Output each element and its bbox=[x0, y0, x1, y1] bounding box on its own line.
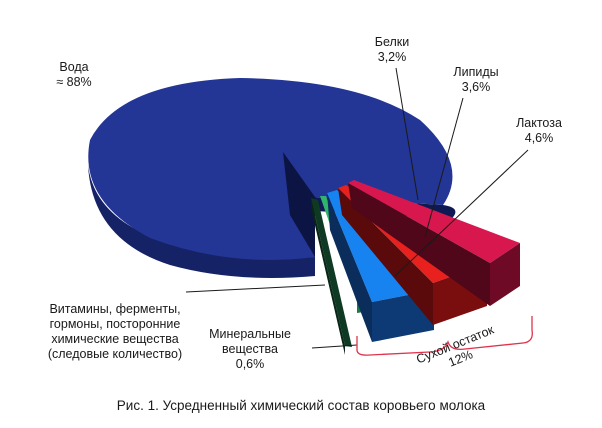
label-water-name: Вода bbox=[59, 60, 89, 74]
slice-vitamins-top bbox=[311, 198, 352, 347]
slice-proteins bbox=[348, 180, 520, 306]
label-water: Вода ≈ 88% bbox=[42, 60, 106, 90]
leader-lactose bbox=[394, 149, 529, 277]
slice-proteins-top bbox=[348, 180, 520, 263]
label-vitamins-line-1: Витамины, ферменты, bbox=[49, 302, 181, 316]
label-vitamins-line-2: гормоны, посторонние bbox=[49, 317, 181, 331]
label-water-value: ≈ 88% bbox=[56, 75, 92, 89]
label-proteins: Белки 3,2% bbox=[365, 35, 419, 65]
label-lipids-value: 3,6% bbox=[461, 80, 491, 94]
label-minerals-name-2: вещества bbox=[222, 342, 278, 356]
leader-minerals bbox=[311, 344, 358, 349]
slice-proteins-front bbox=[490, 243, 520, 306]
label-vitamins: Витамины, ферменты, гормоны, посторонние… bbox=[40, 302, 190, 362]
label-proteins-value: 3,2% bbox=[377, 50, 407, 64]
leader-vitamins bbox=[185, 284, 326, 293]
label-lactose-value: 4,6% bbox=[524, 131, 554, 145]
slice-vitamins bbox=[311, 198, 352, 355]
figure-caption: Рис. 1. Усредненный химический состав ко… bbox=[116, 398, 486, 413]
label-vitamins-line-3: химические вещества bbox=[51, 332, 179, 346]
slice-water-cut bbox=[283, 152, 315, 257]
label-lipids-name: Липиды bbox=[453, 65, 499, 79]
label-lipids: Липиды 3,6% bbox=[441, 65, 511, 95]
leader-proteins bbox=[395, 67, 419, 201]
dry-residue-bracket bbox=[356, 316, 533, 356]
label-lactose: Лактоза 4,6% bbox=[500, 116, 578, 146]
label-minerals-name-1: Минеральные bbox=[209, 327, 291, 341]
label-minerals: Минеральные вещества 0,6% bbox=[200, 327, 300, 372]
slice-water-top bbox=[88, 78, 453, 260]
label-vitamins-line-4: (следовые количество) bbox=[47, 347, 183, 361]
label-proteins-name: Белки bbox=[374, 35, 410, 49]
label-minerals-value: 0,6% bbox=[235, 357, 265, 371]
slice-water-side bbox=[88, 165, 315, 278]
label-lactose-name: Лактоза bbox=[516, 116, 562, 130]
leader-lipids bbox=[424, 97, 464, 238]
leader-lines bbox=[185, 67, 529, 349]
